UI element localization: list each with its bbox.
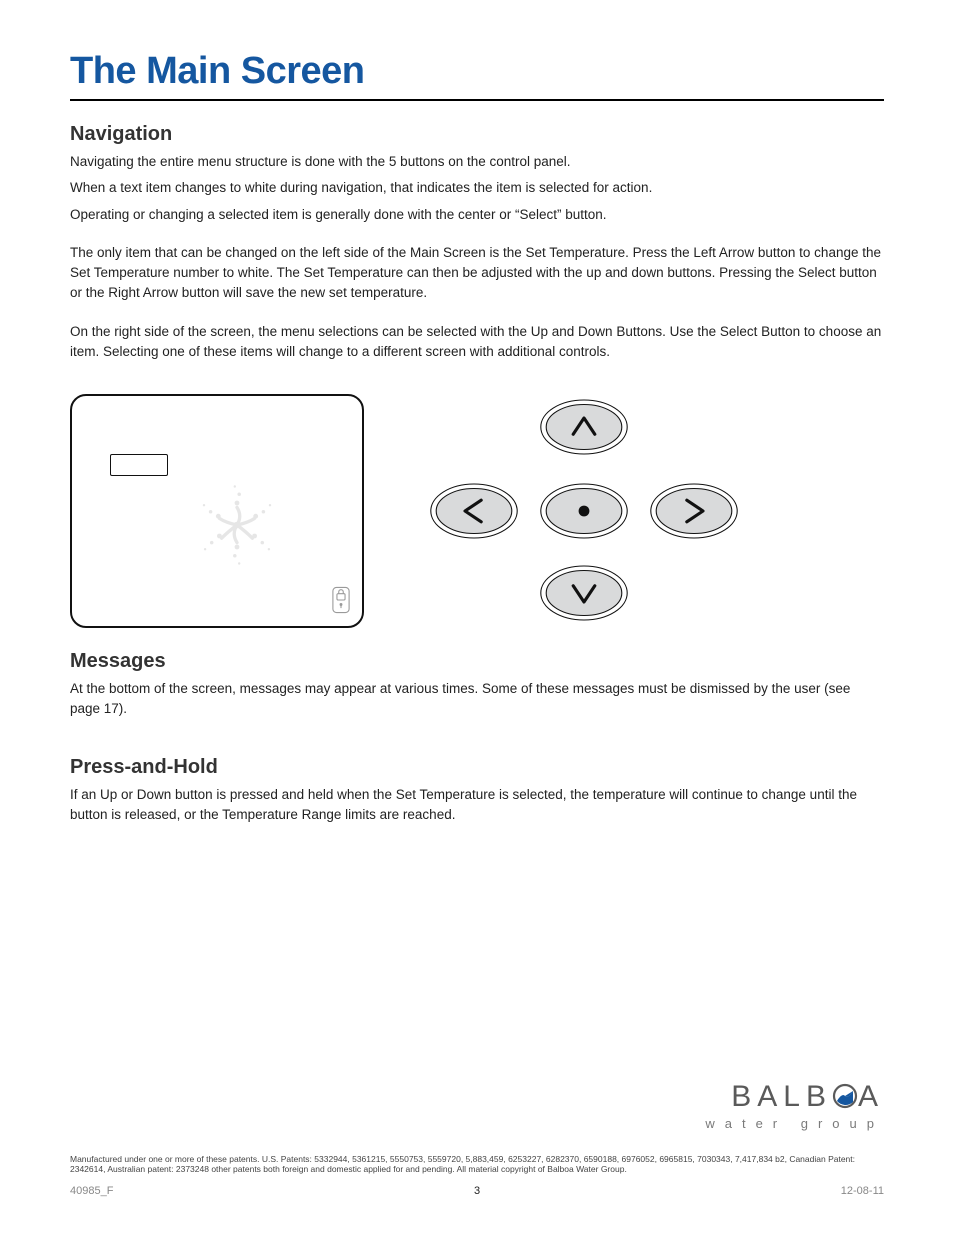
messages-paragraph: At the bottom of the screen, messages ma…	[70, 679, 884, 720]
document-page: The Main Screen Navigation Navigating th…	[0, 0, 954, 1235]
heading-navigation: Navigation	[70, 123, 884, 146]
diagram-row	[70, 394, 884, 628]
up-button[interactable]	[539, 398, 629, 456]
nav-paragraph-4: The only item that can be changed on the…	[70, 243, 884, 304]
down-button[interactable]	[539, 564, 629, 622]
nav-paragraph-3: Operating or changing a selected item is…	[70, 205, 884, 225]
logo-globe-icon	[832, 1083, 858, 1109]
footer-page-number: 3	[474, 1185, 480, 1197]
logo-suffix: A	[858, 1080, 884, 1113]
heading-presshold: Press-and-Hold	[70, 756, 884, 779]
patent-footnote: Manufactured under one or more of these …	[70, 1154, 884, 1175]
brand-logo-text: BALB A	[705, 1080, 884, 1114]
left-button[interactable]	[429, 482, 519, 540]
select-button[interactable]	[539, 482, 629, 540]
brand-logo-tagline: water group	[705, 1116, 884, 1131]
set-temp-box-icon	[110, 454, 168, 476]
nav-paragraph-1: Navigating the entire menu structure is …	[70, 152, 884, 172]
lock-icon	[332, 586, 350, 614]
swirl-icon	[182, 470, 292, 580]
footer-doc-id: 40985_F	[70, 1185, 113, 1197]
presshold-paragraph: If an Up or Down button is pressed and h…	[70, 785, 884, 826]
footer-date: 12-08-11	[841, 1185, 884, 1197]
right-button[interactable]	[649, 482, 739, 540]
logo-prefix: BALB	[731, 1080, 832, 1113]
brand-logo: BALB A water group	[705, 1080, 884, 1131]
nav-paragraph-2: When a text item changes to white during…	[70, 178, 884, 198]
five-button-pad	[424, 394, 744, 624]
page-footer: 40985_F 3 12-08-11	[70, 1185, 884, 1197]
lcd-screen-illustration	[70, 394, 364, 628]
heading-messages: Messages	[70, 650, 884, 673]
nav-paragraph-5: On the right side of the screen, the men…	[70, 322, 884, 363]
page-title: The Main Screen	[70, 50, 884, 93]
title-rule	[70, 99, 884, 101]
